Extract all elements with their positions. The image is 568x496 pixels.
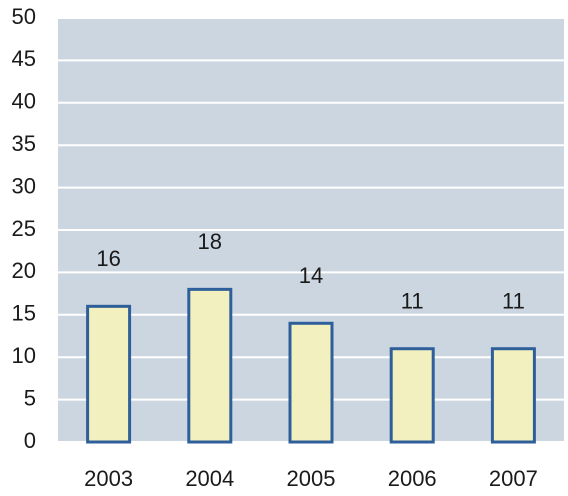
value-label: 18 [198, 229, 222, 254]
y-tick-label: 25 [12, 216, 36, 241]
x-tick-label: 2007 [489, 466, 538, 491]
y-tick-label: 5 [24, 385, 36, 410]
y-tick-label: 40 [12, 89, 36, 114]
value-label: 11 [502, 289, 525, 314]
y-tick-label: 45 [12, 46, 36, 71]
value-label: 11 [401, 289, 424, 314]
bar [288, 321, 334, 444]
y-tick-label: 20 [12, 258, 36, 283]
bar [187, 287, 233, 444]
value-label: 16 [96, 246, 120, 271]
y-tick-label: 35 [12, 131, 36, 156]
x-tick-label: 2003 [84, 466, 133, 491]
x-tick-label: 2005 [287, 466, 336, 491]
bar [86, 304, 132, 444]
value-label: 14 [299, 263, 323, 288]
x-tick-label: 2004 [185, 466, 234, 491]
y-tick-label: 0 [24, 428, 36, 453]
y-tick-label: 50 [12, 4, 36, 29]
y-tick-label: 10 [12, 343, 36, 368]
y-tick-label: 30 [12, 173, 36, 198]
y-tick-label: 15 [12, 301, 36, 326]
bar [389, 347, 435, 444]
x-tick-label: 2006 [388, 466, 437, 491]
bar [490, 347, 536, 444]
